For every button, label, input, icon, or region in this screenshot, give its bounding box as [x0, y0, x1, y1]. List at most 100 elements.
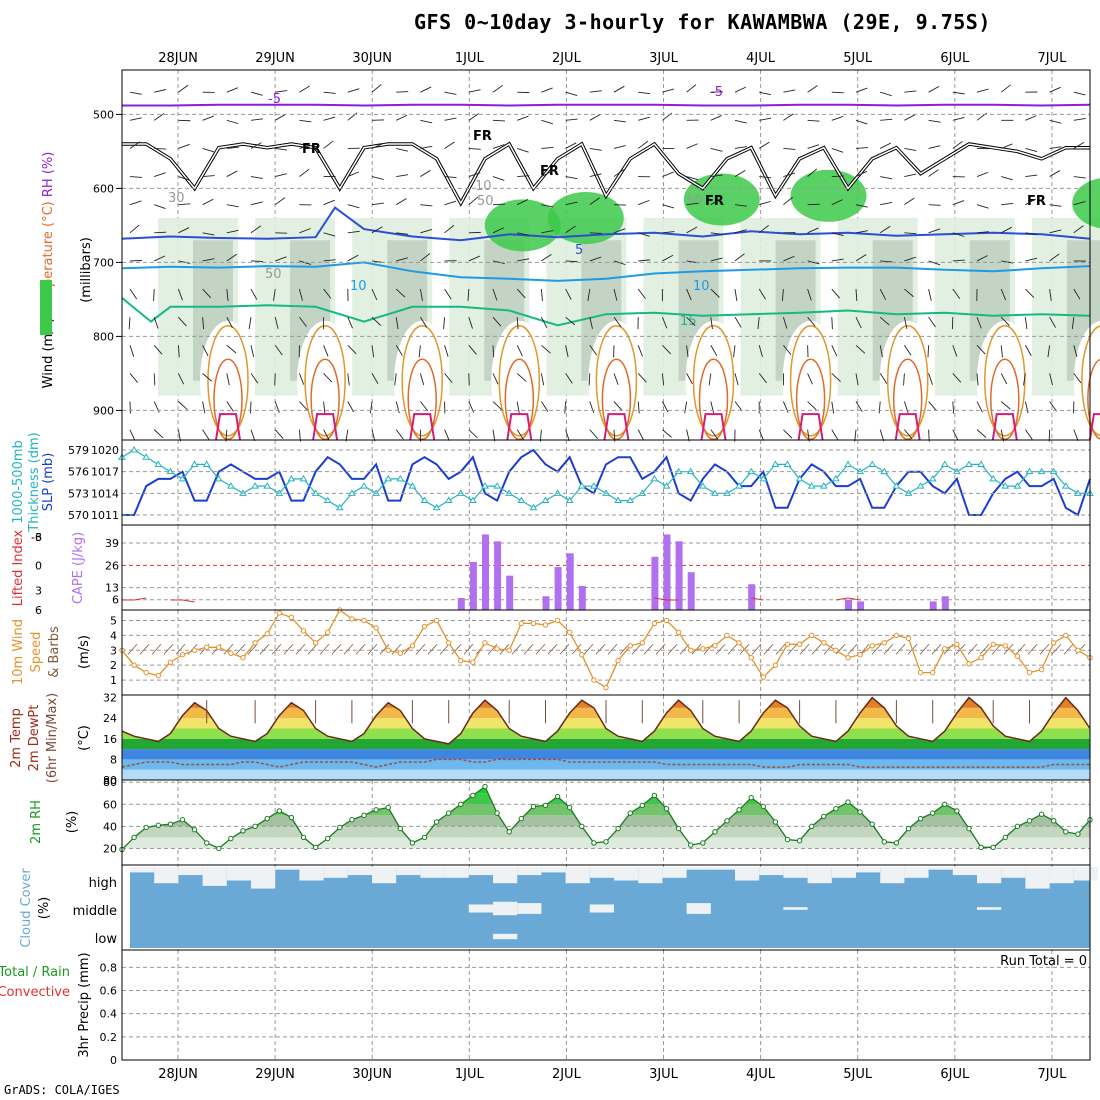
wind-barb — [613, 169, 624, 177]
wind-barb — [444, 141, 455, 149]
surface-wind-barb — [379, 643, 390, 655]
wind-barb — [589, 345, 598, 356]
temp-contour-30 — [603, 413, 630, 441]
wind-barb — [394, 373, 397, 386]
rh-point — [518, 815, 524, 822]
wind-barb — [541, 230, 554, 234]
wind-barb — [807, 119, 820, 122]
cape-bar — [469, 561, 477, 610]
wind-barb — [226, 344, 237, 354]
wind-speed-point — [494, 646, 500, 652]
thickness-point — [456, 489, 465, 496]
wind-barb — [153, 289, 155, 302]
wind-barb — [783, 113, 794, 121]
wind-barb — [734, 86, 747, 93]
temp-tick-label: 8 — [110, 753, 117, 766]
li-tick-label: 0 — [35, 559, 42, 572]
thickness-point — [916, 482, 925, 489]
wind-tick-label: 4 — [110, 629, 117, 642]
thickness-point — [299, 474, 308, 482]
temp-color-band — [122, 759, 1090, 770]
temp-contour-25 — [407, 358, 437, 441]
cape-bar — [506, 575, 514, 610]
thickness-point — [735, 482, 743, 489]
cloud-high-cell — [1073, 867, 1098, 881]
rh-point — [506, 829, 512, 835]
thickness-tick-label: 570 — [68, 509, 89, 522]
wind-barb — [323, 429, 330, 441]
thickness-point — [723, 489, 731, 496]
rh-point — [881, 839, 887, 845]
wind-barb — [662, 204, 675, 209]
surface-wind-barb — [847, 643, 858, 655]
wind-barb — [1025, 232, 1038, 236]
wind-barb — [129, 345, 135, 357]
wind-barb — [274, 345, 283, 356]
rh-point — [373, 807, 379, 813]
temp-contour-25 — [213, 358, 243, 441]
rh-point — [325, 835, 331, 842]
cape-bar — [494, 541, 502, 610]
wind-barb — [347, 373, 350, 386]
wind-barb — [516, 429, 524, 441]
wind-speed-point — [942, 646, 948, 652]
wind-speed-point — [421, 623, 428, 630]
temperature-contour-5 — [121, 206, 1091, 242]
wind-barb — [323, 116, 336, 121]
wind-barb — [323, 259, 336, 262]
wind-barb — [492, 401, 503, 411]
li-line — [751, 597, 764, 601]
thickness-point — [287, 474, 296, 482]
surface-wind-barb — [967, 643, 978, 655]
wind-barb — [371, 202, 384, 206]
date-label-top: 6JUL — [940, 51, 970, 66]
temp-contour-25 — [310, 358, 340, 441]
surface-wind-barb — [259, 643, 270, 655]
contour-label: FR — [1027, 194, 1046, 209]
rh-tick-label: 80 — [103, 776, 117, 789]
cape-y-label: CAPE (J/kg) — [71, 532, 86, 604]
surface-wind-barb — [799, 643, 810, 655]
wind-barb — [831, 175, 844, 178]
wind-barb — [662, 344, 672, 355]
thickness-point — [759, 474, 768, 482]
cape-bar — [687, 572, 695, 610]
wind-barb — [1025, 288, 1035, 298]
thickness-point — [565, 496, 574, 504]
cape-bar — [566, 553, 574, 610]
wind-barb — [178, 401, 188, 410]
wind-barb — [444, 117, 457, 121]
thickness-point — [819, 482, 828, 489]
wind-barb — [710, 257, 723, 262]
rh-point — [833, 806, 839, 812]
wind-barb — [952, 373, 962, 383]
wind-barb — [662, 231, 675, 234]
wind-barb — [904, 197, 915, 206]
wind-speed-point — [591, 677, 597, 683]
wind-barb — [903, 317, 908, 329]
dewpoint-line — [121, 758, 1090, 768]
wind-barb — [807, 85, 818, 93]
wind-speed-point — [191, 647, 198, 653]
wind-barb — [347, 254, 359, 262]
wind-barb — [153, 113, 165, 121]
wind-barb — [1073, 91, 1086, 96]
wind-barb — [274, 401, 280, 413]
temp-contour-25 — [1087, 358, 1100, 440]
grads-credit: GrADS: COLA/IGES — [4, 1083, 120, 1097]
date-label-top: 3JUL — [649, 51, 679, 66]
rh-point — [639, 802, 645, 809]
wind-barb — [129, 141, 141, 149]
wind-barb — [274, 429, 284, 439]
wind-speed-point — [143, 669, 149, 676]
cloud-middle-cell — [977, 907, 1002, 910]
wind-barb — [516, 345, 523, 357]
temp-contour-20 — [207, 325, 249, 437]
date-label-bottom: 3JUL — [649, 1067, 679, 1082]
wind-speed-point — [216, 644, 222, 650]
wind-barb — [1049, 401, 1058, 412]
wind-speed-point — [700, 646, 706, 652]
wind-barb — [758, 373, 767, 384]
temp-tick-label: 24 — [103, 712, 117, 725]
surface-wind-barb — [703, 643, 714, 655]
